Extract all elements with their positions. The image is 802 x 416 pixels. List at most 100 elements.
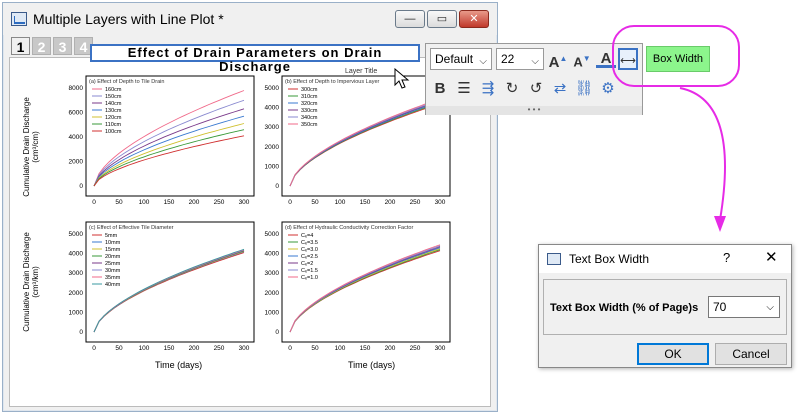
series-line [93,123,245,187]
x-tick-label: 100 [335,345,346,352]
legend-entry: 340cm [301,115,318,121]
x-tick-label: 0 [92,199,96,206]
dialog-app-icon [547,253,561,265]
x-tick-label: 50 [311,345,319,352]
legend-entry: 20mm [105,254,121,260]
y-tick-label: 3000 [265,124,280,131]
legend-entry: 30mm [105,268,121,274]
graph-window[interactable]: Multiple Layers with Line Plot * — ▭ ✕ 1… [2,2,498,412]
y-tick-label: 1000 [265,309,280,316]
line-spacing-icon[interactable]: ⇶ [481,80,495,97]
maximize-button[interactable]: ▭ [427,10,457,28]
y-tick-label: 0 [79,183,83,190]
series-line [93,135,245,187]
bold-icon[interactable]: B [434,80,446,97]
increase-font-icon[interactable]: A▲ [548,54,568,71]
y-tick-label: 5000 [69,231,84,238]
legend-entry: 320cm [301,101,318,107]
rotate-left-icon[interactable]: ↻ [505,80,519,97]
legend-entry: 5mm [105,233,118,239]
plot-frame-0 [85,75,255,197]
plot-frame-1 [281,75,451,197]
dialog-titlebar[interactable]: Text Box Width ? ✕ [539,245,791,273]
font-select[interactable]: Default ⌵ [430,48,492,70]
series-line [93,115,245,187]
ok-button[interactable]: OK [637,343,709,365]
y-tick-label: 2000 [265,144,280,151]
legend-entry: Cₑ=2 [301,261,313,267]
panel-title-0: (a) Effect of Depth to Tile Drain [89,79,164,85]
legend-entry: 350cm [301,122,318,128]
x-tick-label: 250 [214,345,225,352]
close-window-button[interactable]: ✕ [459,10,489,28]
align-icon[interactable]: ☰ [457,80,471,97]
y-tick-label: 4000 [69,134,84,141]
x-tick-label: 0 [288,345,292,352]
graph-page[interactable]: Effect of Drain Parameters on Drain Disc… [9,44,491,407]
legend-entry: 15mm [105,247,121,253]
dialog-title: Text Box Width [569,252,650,266]
x-tick-label: 200 [189,345,200,352]
legend-entry: 10mm [105,240,121,246]
callout-arrow [679,87,726,232]
x-tick-label: 100 [335,199,346,206]
chevron-down-icon: ⌵ [531,56,539,67]
text-box-width-label: Text Box Width (% of Page)s [550,302,699,314]
x-tick-label: 150 [360,345,371,352]
legend-entry: 150cm [105,94,122,100]
mini-toolbar: Default ⌵ 22 ⌵ A▲ A▼ A ⟷ B ☰ ⇶ ↻ ↺ ⇄ ⛓ ⚙ •… [425,43,643,115]
dialog-close-button[interactable]: ✕ [765,249,778,266]
x-axis-label-left: Time (days) [155,360,203,370]
gear-icon[interactable]: ⚙ [601,80,615,97]
toolbar-grip[interactable]: • • • [426,106,642,115]
box-width-callout-button: Box Width [646,46,710,72]
cancel-button[interactable]: Cancel [715,343,787,365]
x-tick-label: 250 [410,199,421,206]
legend-entry: 110cm [105,122,122,128]
y-tick-label: 2000 [69,159,84,166]
legend-entry: 130cm [105,108,122,114]
graph-title-textbox[interactable]: Effect of Drain Parameters on Drain Disc… [90,44,420,74]
series-line [289,98,441,187]
box-width-icon[interactable]: ⟷ [618,48,638,70]
layer-tab-3[interactable]: 3 [53,37,72,55]
legend-entry: 300cm [301,87,318,93]
plot-frame-3 [281,221,451,343]
legend-entry: 100cm [105,129,122,135]
y-tick-label: 2000 [265,290,280,297]
panel-title-3: (d) Effect of Hydraulic Conductivity Cor… [285,225,413,231]
series-line [93,90,245,187]
legend-entry: 330cm [301,108,318,114]
text-box-width-combobox[interactable]: 70 ⌵ [708,296,780,318]
x-tick-label: 250 [410,345,421,352]
legend-entry: Cₑ=4 [301,233,313,239]
layer-tab-2[interactable]: 2 [32,37,51,55]
x-tick-label: 150 [360,199,371,206]
layer-tab-4[interactable]: 4 [74,37,93,55]
help-button[interactable]: ? [723,250,731,265]
font-select-value: Default [435,52,474,66]
font-color-icon[interactable]: A [596,48,616,68]
y-tick-label: 0 [79,329,83,336]
x-tick-label: 150 [164,345,175,352]
decrease-font-icon[interactable]: A▼ [573,54,591,70]
legend-entry: 310cm [301,94,318,100]
link-icon[interactable]: ⛓ [574,80,594,97]
layer-tab-1[interactable]: 1 [11,37,30,55]
series-line [93,129,245,187]
distribute-icon[interactable]: ⇄ [553,80,567,97]
rotate-right-icon[interactable]: ↺ [529,80,543,97]
x-tick-label: 50 [311,199,319,206]
x-tick-label: 50 [115,199,123,206]
window-titlebar[interactable]: Multiple Layers with Line Plot * — ▭ ✕ [3,3,497,35]
font-size-select[interactable]: 22 ⌵ [496,48,544,70]
window-title: Multiple Layers with Line Plot * [33,11,224,27]
x-tick-label: 0 [288,199,292,206]
y-tick-label: 8000 [69,85,84,92]
legend-entry: 40mm [105,282,121,288]
x-tick-label: 200 [385,345,396,352]
minimize-button[interactable]: — [395,10,425,28]
x-axis-label-right: Time (days) [348,360,396,370]
series-line [93,108,245,187]
y-tick-label: 4000 [265,105,280,112]
